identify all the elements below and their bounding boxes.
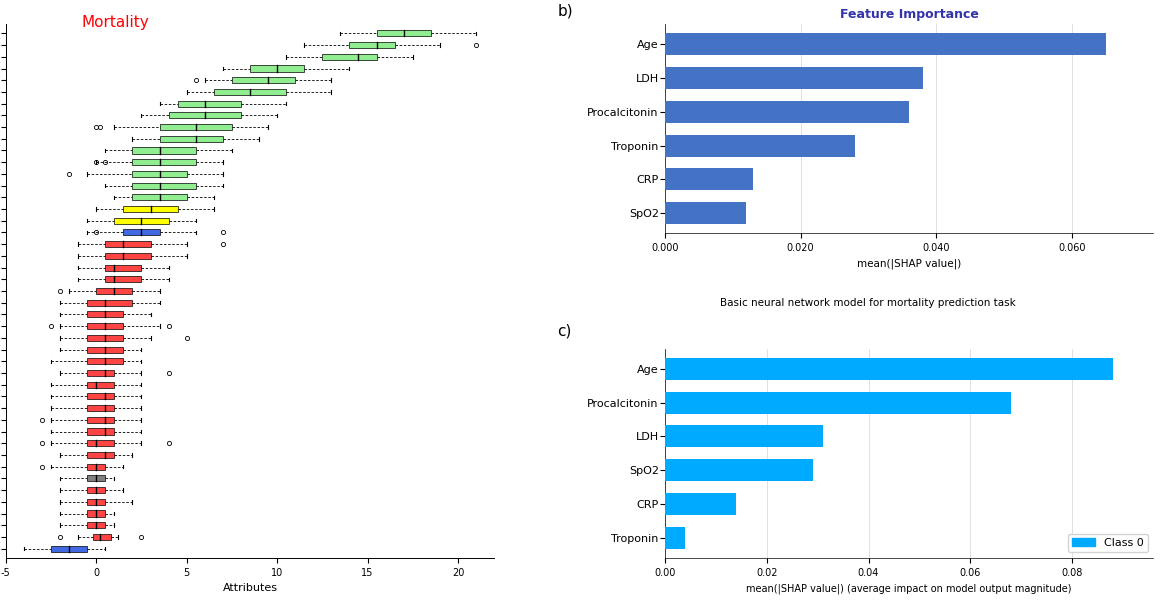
Bar	[87, 511, 105, 517]
Bar	[87, 475, 105, 481]
Text: b): b)	[558, 3, 573, 18]
Bar	[214, 89, 287, 95]
Bar	[87, 358, 123, 364]
Bar	[105, 241, 150, 247]
Bar	[665, 527, 685, 549]
Bar	[105, 253, 150, 259]
Bar	[133, 182, 196, 188]
Bar	[133, 148, 196, 154]
Bar	[323, 54, 376, 60]
Bar	[87, 382, 114, 388]
Bar	[665, 459, 812, 481]
Bar	[87, 522, 105, 528]
Bar	[87, 499, 105, 505]
Bar	[665, 493, 736, 515]
Bar	[105, 265, 141, 271]
Bar	[87, 394, 114, 400]
Bar	[665, 169, 754, 190]
Bar	[169, 112, 241, 118]
Bar	[87, 405, 114, 411]
Bar	[87, 417, 114, 423]
Bar	[87, 464, 105, 470]
Bar	[87, 452, 114, 458]
Bar	[665, 33, 1106, 55]
Bar	[133, 159, 196, 165]
X-axis label: Attributes: Attributes	[223, 583, 277, 593]
Bar	[665, 67, 923, 89]
Text: Mortality: Mortality	[82, 15, 149, 30]
Bar	[123, 206, 177, 212]
Bar	[87, 323, 123, 329]
X-axis label: mean(|SHAP value|): mean(|SHAP value|)	[857, 259, 961, 269]
Text: c): c)	[558, 323, 572, 338]
Bar	[123, 229, 160, 235]
Bar	[133, 171, 186, 177]
Bar	[87, 487, 105, 493]
Title: Feature Importance: Feature Importance	[840, 8, 979, 22]
Bar	[87, 370, 114, 376]
X-axis label: mean(|SHAP value|) (average impact on model output magnitude): mean(|SHAP value|) (average impact on mo…	[747, 583, 1072, 594]
Bar	[51, 545, 87, 551]
Bar	[177, 101, 241, 107]
Bar	[350, 42, 395, 48]
Bar	[133, 194, 186, 200]
Bar	[97, 288, 133, 294]
Bar	[87, 299, 133, 306]
Bar	[87, 311, 123, 317]
Legend: Class 0: Class 0	[1068, 533, 1148, 553]
Bar	[93, 534, 111, 540]
Bar	[665, 202, 747, 224]
Bar	[87, 428, 114, 434]
Text: Basic neural network model for mortality prediction task: Basic neural network model for mortality…	[720, 298, 1016, 308]
Bar	[114, 218, 169, 224]
Bar	[665, 392, 1011, 413]
Bar	[87, 440, 114, 446]
Bar	[160, 136, 223, 142]
Bar	[665, 358, 1113, 380]
Bar	[160, 124, 232, 130]
Bar	[105, 276, 141, 283]
Bar	[87, 347, 123, 353]
Bar	[232, 77, 295, 83]
Bar	[665, 134, 855, 157]
Bar	[665, 425, 822, 448]
Bar	[376, 31, 431, 37]
Bar	[87, 335, 123, 341]
Bar	[250, 65, 304, 71]
Bar	[665, 101, 909, 123]
